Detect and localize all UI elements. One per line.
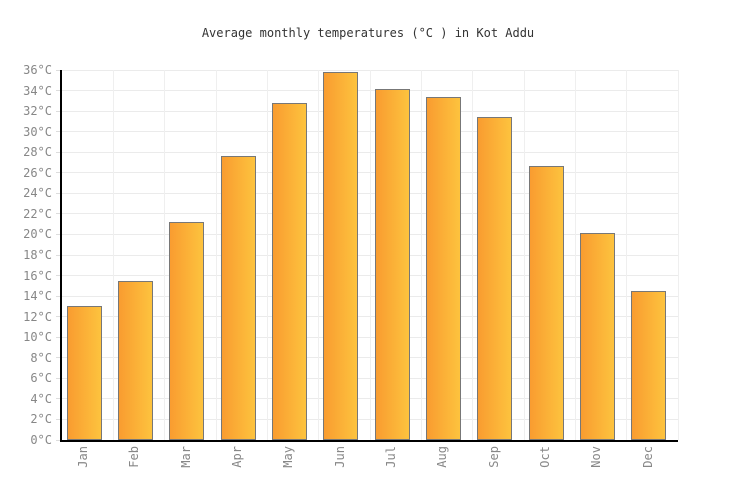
- y-tick-mark: [56, 151, 60, 153]
- y-tick-mark: [56, 316, 60, 318]
- y-tick-mark: [56, 439, 60, 441]
- y-tick-mark: [56, 418, 60, 420]
- y-axis-label-10: 10°C: [23, 330, 52, 345]
- x-axis-label-may: May: [281, 446, 296, 468]
- y-axis-label-16: 16°C: [23, 268, 52, 283]
- gridline-x-1: [112, 70, 114, 440]
- bar-mar: [169, 222, 205, 440]
- gridline-x-8: [472, 70, 474, 440]
- y-axis-label-18: 18°C: [23, 248, 52, 262]
- gridline-x-4: [266, 70, 268, 440]
- y-axis-label-20: 20°C: [23, 227, 52, 242]
- y-tick-mark: [56, 254, 60, 256]
- y-tick-mark: [56, 398, 60, 400]
- gridline-x-11: [626, 70, 628, 440]
- y-tick-mark: [56, 69, 60, 71]
- bar-dec: [631, 290, 667, 440]
- bar-sep: [477, 117, 513, 440]
- bar-apr: [220, 156, 256, 440]
- y-axis-label-36: 36°C: [23, 63, 52, 77]
- x-axis-label-oct: Oct: [538, 446, 552, 468]
- bar-aug: [425, 96, 461, 440]
- x-axis-label-dec: Dec: [640, 446, 655, 468]
- y-axis-label-32: 32°C: [23, 104, 52, 119]
- y-tick-mark: [56, 357, 60, 359]
- x-axis-label-mar: Mar: [178, 446, 193, 468]
- bar-oct: [528, 165, 564, 440]
- y-tick-mark: [56, 213, 60, 215]
- y-tick-mark: [56, 336, 60, 338]
- y-axis-label-0: 0°C: [30, 433, 52, 447]
- x-axis-label-sep: Sep: [486, 446, 501, 468]
- y-tick-mark: [56, 295, 60, 297]
- gridline-x-7: [420, 70, 422, 440]
- y-tick-mark: [56, 233, 60, 235]
- gridline-x-5: [318, 70, 320, 440]
- gridline-x-2: [164, 70, 166, 440]
- x-axis-label-jun: Jun: [332, 446, 347, 468]
- y-axis-label-6: 6°C: [30, 371, 52, 386]
- x-axis-label-apr: Apr: [230, 446, 244, 468]
- gridline-x-6: [369, 70, 371, 440]
- x-axis-label-nov: Nov: [589, 446, 604, 468]
- chart-title: Average monthly temperatures (°C ) in Ko…: [201, 26, 535, 40]
- y-tick-mark: [56, 377, 60, 379]
- y-axis-label-4: 4°C: [30, 391, 52, 406]
- bar-jul: [374, 88, 410, 440]
- bar-jun: [323, 72, 359, 440]
- y-axis-label-22: 22°C: [23, 206, 52, 221]
- bar-jan: [66, 306, 102, 440]
- plot-area: [56, 69, 679, 442]
- gridline-x-3: [215, 70, 217, 440]
- y-tick-mark: [56, 110, 60, 112]
- y-tick-mark: [56, 172, 60, 174]
- bar-nov: [579, 233, 615, 440]
- x-axis-label-feb: Feb: [127, 446, 142, 468]
- bar-feb: [117, 280, 153, 440]
- y-tick-mark: [56, 192, 60, 194]
- y-tick-mark: [56, 275, 60, 277]
- y-axis-label-2: 2°C: [30, 412, 52, 427]
- gridline-x-10: [574, 70, 576, 440]
- bar-may: [271, 102, 307, 440]
- y-axis-label-34: 34°C: [23, 83, 52, 98]
- y-axis-label-28: 28°C: [23, 145, 52, 160]
- y-axis-label-24: 24°C: [23, 186, 52, 201]
- x-axis-label-aug: Aug: [435, 446, 450, 468]
- y-axis-label-8: 8°C: [30, 350, 52, 365]
- x-axis-label-jul: Jul: [384, 446, 398, 468]
- gridline-x-9: [523, 70, 525, 440]
- y-axis-label-14: 14°C: [23, 289, 52, 304]
- y-axis-label-30: 30°C: [23, 124, 52, 139]
- x-axis-label-jan: Jan: [76, 446, 90, 468]
- y-tick-mark: [56, 131, 60, 133]
- y-axis-label-26: 26°C: [23, 165, 52, 180]
- gridline-x-12: [677, 70, 679, 440]
- y-tick-mark: [56, 90, 60, 92]
- y-axis-label-12: 12°C: [23, 309, 52, 324]
